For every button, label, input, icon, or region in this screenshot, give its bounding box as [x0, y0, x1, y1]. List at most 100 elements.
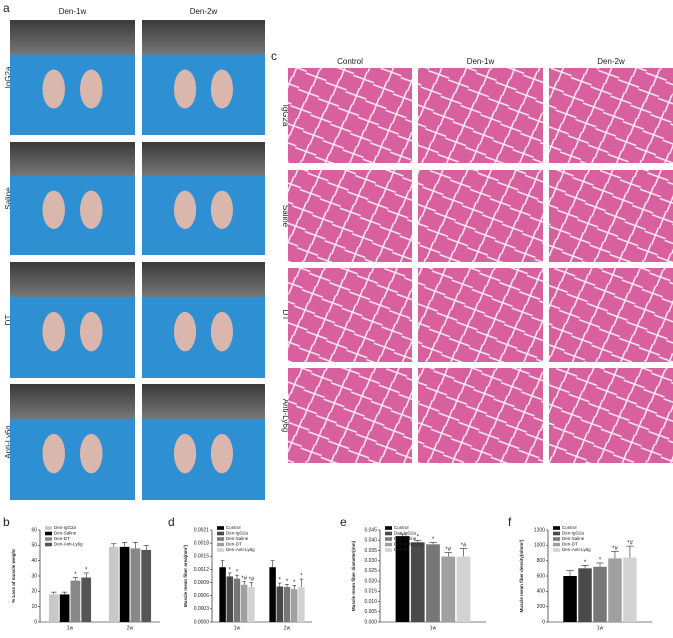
y-tick-label: 0.025	[364, 568, 377, 574]
photo-muscle	[80, 311, 103, 352]
bar	[219, 567, 226, 622]
photo-ruler	[142, 384, 265, 419]
photo-muscle	[210, 190, 234, 230]
error-bar	[566, 570, 574, 576]
histology-image	[418, 268, 543, 362]
significance-mark: *	[85, 567, 88, 573]
significance-mark: *#	[627, 541, 633, 547]
y-tick-label: 0.0021	[194, 527, 210, 533]
column-header: Den-1w	[467, 57, 495, 66]
histology-image	[288, 68, 412, 163]
error-bar	[429, 542, 437, 545]
legend-swatch	[217, 548, 224, 552]
legend-swatch	[385, 531, 392, 536]
error-bar	[611, 551, 619, 559]
significance-mark: *#	[461, 543, 467, 549]
y-tick-label: 1200	[534, 527, 545, 533]
error-bar	[459, 548, 468, 557]
y-tick-label: 0.040	[364, 538, 377, 544]
y-tick-label: 600	[537, 573, 546, 579]
y-tick-label: 0.0003	[194, 606, 210, 612]
bar	[578, 568, 592, 622]
x-tick-label: 1w	[67, 625, 74, 631]
bar	[81, 577, 92, 622]
histology-image	[288, 368, 412, 463]
error-bar	[596, 562, 604, 567]
y-axis-label: Muscle mean fiber area(mm²)	[183, 544, 188, 607]
column-header: Den-2w	[190, 7, 218, 16]
photo-muscle	[80, 69, 103, 109]
panel-label: b	[3, 515, 10, 529]
error-bar	[51, 591, 57, 595]
photo-muscle	[173, 311, 197, 352]
histology-image	[288, 268, 412, 362]
bar	[456, 556, 471, 622]
significance-mark: *	[293, 580, 296, 586]
error-bar	[235, 574, 239, 579]
bar	[290, 589, 298, 622]
legend-label: Control	[226, 525, 241, 530]
legend-swatch	[553, 537, 560, 541]
histology-image	[418, 68, 543, 163]
bar	[426, 544, 440, 622]
error-bar	[121, 542, 128, 547]
error-bar	[285, 584, 289, 587]
y-tick-label: 50	[31, 543, 37, 549]
bar	[233, 578, 241, 622]
significance-mark: *	[417, 535, 420, 541]
error-bar	[292, 585, 296, 590]
bar	[248, 586, 255, 622]
histology-image	[549, 268, 673, 362]
legend-swatch	[385, 548, 392, 552]
photo-muscle	[210, 311, 234, 352]
histology-image	[549, 170, 673, 262]
error-bar	[132, 542, 139, 549]
y-tick-label: 0.0006	[194, 593, 210, 599]
y-tick-label: 0.0009	[194, 580, 210, 586]
bar	[298, 586, 305, 622]
bar	[276, 586, 284, 622]
y-tick-label: 30	[31, 573, 37, 579]
error-bar	[444, 552, 453, 557]
row-label: DT	[4, 315, 13, 326]
error-bar	[61, 591, 68, 595]
y-tick-label: 0.020	[364, 578, 377, 584]
error-bar	[228, 572, 232, 577]
y-tick-label: 0.045	[364, 527, 377, 533]
y-tick-label: 0.0015	[194, 554, 210, 560]
photo-muscle	[210, 69, 234, 109]
photo-muscle	[42, 433, 65, 474]
legend-swatch	[45, 531, 52, 536]
panel-label: a	[3, 1, 10, 15]
legend-label: Den-DT	[562, 542, 578, 547]
legend-label: Control	[562, 525, 577, 530]
y-tick-label: 0.010	[364, 599, 377, 605]
error-bar	[72, 577, 79, 581]
bar	[59, 594, 70, 622]
y-tick-label: 0	[34, 619, 37, 625]
bar	[410, 542, 425, 622]
column-header: Control	[337, 57, 363, 66]
legend-swatch	[385, 542, 392, 547]
photo-ruler	[10, 20, 135, 55]
legend-label: Den-Anti-Ly6g	[562, 547, 591, 552]
row-label: IgG2a	[281, 105, 290, 127]
row-label: Saline	[281, 205, 290, 228]
legend-swatch	[553, 548, 560, 552]
significance-mark: *	[286, 579, 289, 585]
x-tick-label: 1w	[234, 625, 241, 631]
y-tick-label: 0.030	[364, 558, 377, 564]
histology-image	[288, 170, 412, 262]
panel-label: e	[340, 515, 347, 529]
legend-label: Den-Saline	[394, 536, 417, 541]
y-tick-label: 0	[542, 619, 545, 625]
legend-label: Den-IgG2a	[562, 531, 585, 536]
significance-mark: *	[584, 560, 587, 566]
error-bar	[242, 581, 246, 585]
significance-mark: *	[599, 557, 602, 563]
legend-label: Den-IgG2a	[394, 531, 417, 536]
legend-swatch	[217, 537, 224, 541]
row-label: IgG2a	[4, 66, 13, 88]
significance-mark: *#	[612, 546, 618, 552]
photo-ruler	[10, 384, 135, 419]
